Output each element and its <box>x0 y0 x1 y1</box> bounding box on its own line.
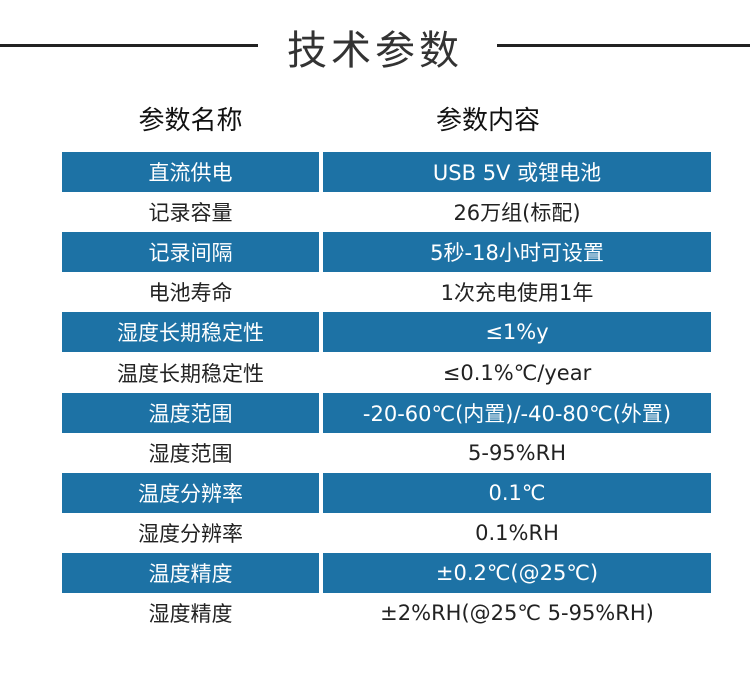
param-name: 温度范围 <box>62 392 319 433</box>
param-name: 湿度长期稳定性 <box>62 312 319 353</box>
header: 参数内容 <box>435 106 540 136</box>
param-name: 湿度范围 <box>148 441 233 466</box>
param-name: 温度精度 <box>62 553 319 593</box>
header: 参数名称 <box>138 106 243 136</box>
param-name: 湿度精度 <box>148 602 233 627</box>
param-name: 直流供电 <box>62 152 319 192</box>
param-name: 记录容量 <box>148 201 233 226</box>
param-value: ±2%RH(@25℃ 5-95%RH) <box>380 601 654 626</box>
param-name: 温度长期稳定性 <box>117 361 264 386</box>
param-value: 26万组(标配) <box>453 201 581 226</box>
param-name: 记录间隔 <box>62 232 319 273</box>
param-name: 湿度分辨率 <box>138 521 243 546</box>
param-value: 5-95%RH <box>468 440 566 465</box>
param-value: USB 5V 或锂电池 <box>323 152 711 192</box>
param-name: 温度分辨率 <box>62 472 319 513</box>
title: 技术参数 <box>287 28 463 74</box>
param-value: 0.1℃ <box>323 472 711 513</box>
param-value: 0.1%RH <box>475 520 559 545</box>
title-rule-right <box>497 44 750 47</box>
param-value: ≤1%y <box>323 312 711 353</box>
param-value: ±0.2℃(@25℃) <box>323 553 711 593</box>
title-rule-left <box>0 44 258 47</box>
param-value: 1次充电使用1年 <box>440 281 594 306</box>
param-name: 电池寿命 <box>148 281 233 306</box>
param-value: ≤0.1%℃/year <box>442 360 592 385</box>
param-value: -20-60℃(内置)/-40-80℃(外置) <box>323 392 711 433</box>
param-value: 5秒-18小时可设置 <box>323 232 711 273</box>
